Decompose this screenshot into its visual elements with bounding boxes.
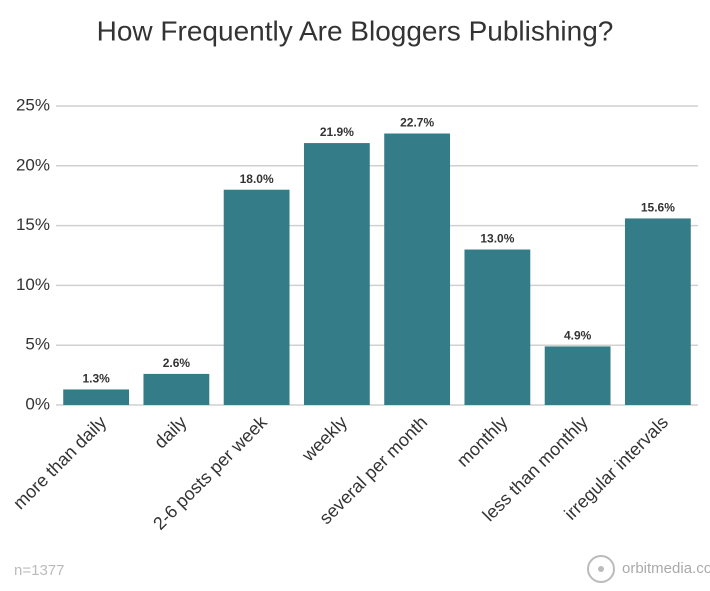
bar xyxy=(544,346,611,405)
value-label: 1.3% xyxy=(82,372,110,386)
y-tick-label: 10% xyxy=(16,275,50,294)
value-label: 2.6% xyxy=(163,356,191,370)
value-label: 18.0% xyxy=(240,172,274,186)
chart-title: How Frequently Are Bloggers Publishing? xyxy=(97,15,614,46)
y-tick-label: 5% xyxy=(25,335,50,354)
footnote: n=1377 xyxy=(14,562,64,579)
x-tick-label: daily xyxy=(150,412,190,452)
y-tick-label: 25% xyxy=(16,95,50,114)
value-label: 22.7% xyxy=(400,116,434,130)
value-label: 4.9% xyxy=(564,329,592,343)
bar xyxy=(223,189,290,405)
y-tick-label: 20% xyxy=(16,155,50,174)
x-tick-label: more than daily xyxy=(9,412,110,513)
value-label: 15.6% xyxy=(641,201,675,215)
source: orbitmedia.com xyxy=(622,560,710,577)
bar xyxy=(464,249,531,405)
logo-icon xyxy=(587,555,615,583)
y-tick-label: 0% xyxy=(25,394,50,413)
bar xyxy=(384,133,451,405)
bar xyxy=(143,373,210,405)
value-label: 13.0% xyxy=(480,232,514,246)
bar xyxy=(63,389,130,405)
bar xyxy=(303,143,370,406)
bar xyxy=(624,218,691,405)
logo-dot xyxy=(598,566,604,572)
y-tick-label: 15% xyxy=(16,215,50,234)
x-tick-label: weekly xyxy=(297,412,351,466)
x-tick-label: monthly xyxy=(453,412,512,471)
value-label: 21.9% xyxy=(320,125,354,139)
